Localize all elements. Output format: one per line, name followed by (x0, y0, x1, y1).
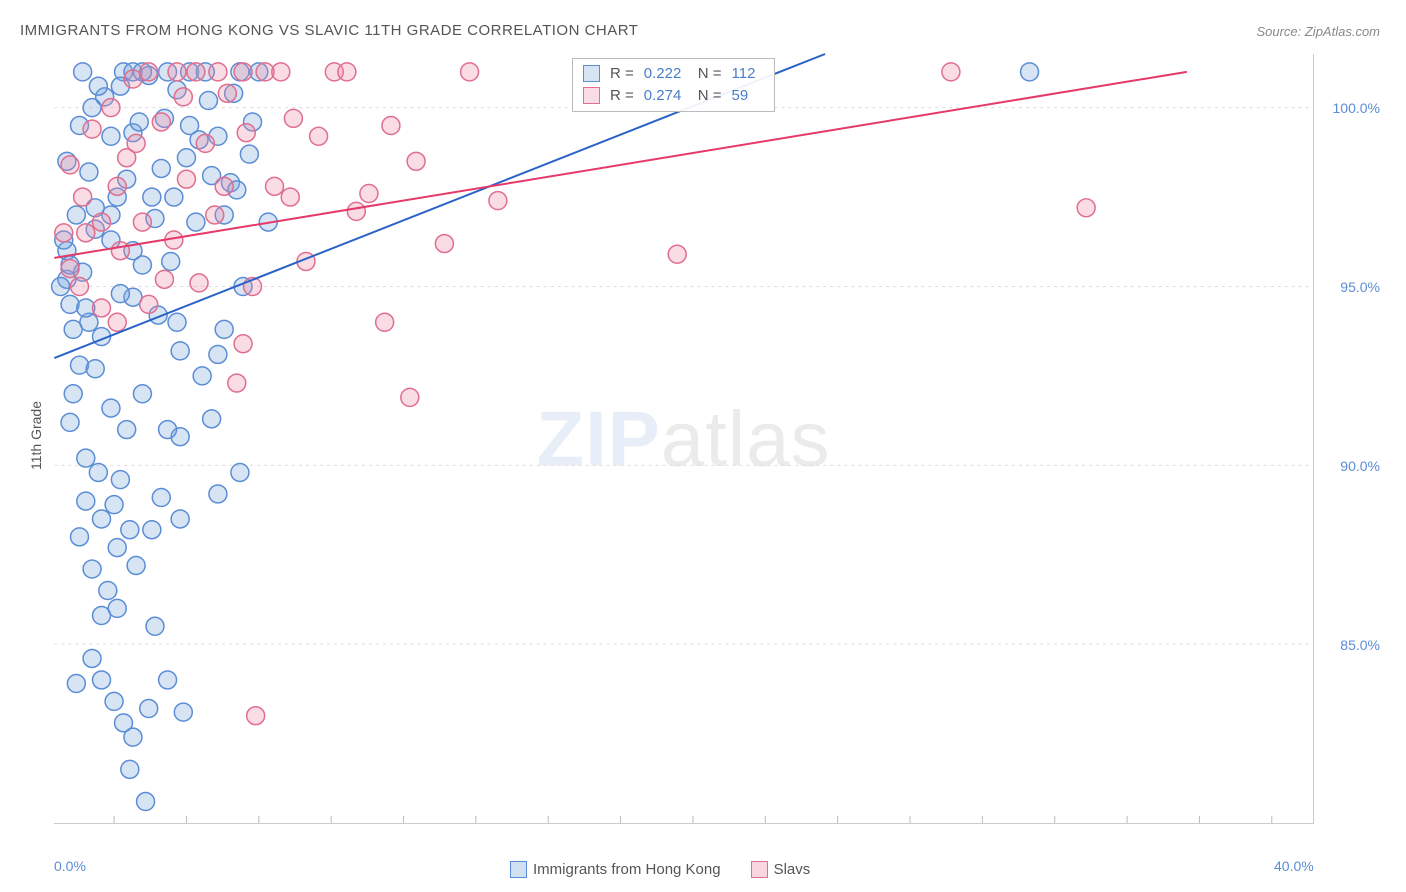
r-label: R = (610, 63, 634, 85)
correlation-legend-row: R = 0.274 N = 59 (583, 85, 764, 107)
legend-label: Slavs (774, 861, 811, 878)
r-value: 0.274 (644, 85, 688, 107)
y-tick-label: 95.0% (1340, 279, 1380, 295)
r-value: 0.222 (644, 63, 688, 85)
n-value: 112 (732, 63, 764, 85)
n-label: N = (698, 85, 722, 107)
correlation-legend: R = 0.222 N = 112 R = 0.274 N = 59 (572, 58, 775, 112)
n-value: 59 (732, 85, 764, 107)
x-tick-label: 40.0% (1274, 858, 1314, 874)
legend-label: Immigrants from Hong Kong (533, 861, 721, 878)
plot-area: ZIPatlas (54, 54, 1314, 824)
y-tick-label: 85.0% (1340, 637, 1380, 653)
scatter-svg (54, 54, 1313, 823)
y-tick-label: 100.0% (1333, 100, 1380, 116)
chart-title: IMMIGRANTS FROM HONG KONG VS SLAVIC 11TH… (20, 22, 638, 39)
legend-swatch (583, 65, 600, 82)
y-axis-label: 11th Grade (28, 401, 44, 470)
legend-swatch (751, 861, 768, 878)
legend-swatch (583, 87, 600, 104)
legend-swatch (510, 861, 527, 878)
y-tick-label: 90.0% (1340, 458, 1380, 474)
legend-item: Slavs (751, 861, 811, 878)
r-label: R = (610, 85, 634, 107)
correlation-legend-row: R = 0.222 N = 112 (583, 63, 764, 85)
series-legend: Immigrants from Hong Kong Slavs (510, 861, 810, 878)
legend-item: Immigrants from Hong Kong (510, 861, 721, 878)
source-attribution: Source: ZipAtlas.com (1256, 24, 1380, 39)
x-tick-label: 0.0% (54, 858, 86, 874)
n-label: N = (698, 63, 722, 85)
